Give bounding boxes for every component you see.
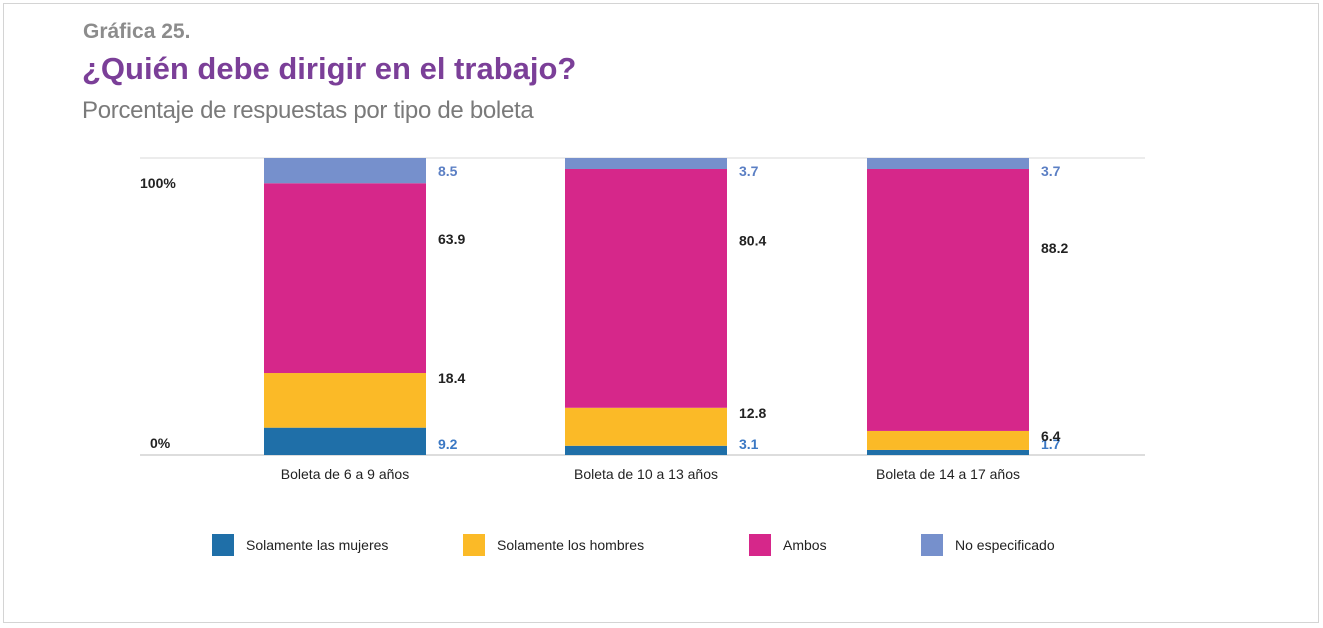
chart-frame bbox=[3, 3, 1319, 623]
bar-segment-2-4 bbox=[565, 158, 727, 169]
data-label-3-3: 88.2 bbox=[1041, 240, 1068, 256]
y-tick-label-max: 100% bbox=[140, 175, 176, 191]
y-tick-label-min: 0% bbox=[150, 435, 171, 451]
data-label-1-2: 18.4 bbox=[438, 370, 465, 386]
legend-item-1: Solamente las mujeres bbox=[212, 530, 388, 560]
data-label-1-3: 63.9 bbox=[438, 231, 465, 247]
legend-label: No especificado bbox=[955, 537, 1055, 553]
bar-segment-1-1 bbox=[264, 427, 426, 455]
legend-swatch bbox=[212, 534, 234, 556]
data-label-3-4: 3.7 bbox=[1041, 163, 1061, 179]
category-label-3: Boleta de 14 a 17 años bbox=[876, 466, 1020, 482]
data-label-2-2: 12.8 bbox=[739, 405, 766, 421]
bar-segment-3-1 bbox=[867, 449, 1029, 455]
legend-item-2: Solamente los hombres bbox=[463, 530, 644, 560]
data-label-2-4: 3.7 bbox=[739, 163, 759, 179]
chart-number: Gráfica 25. bbox=[83, 20, 191, 43]
category-label-1: Boleta de 6 a 9 años bbox=[281, 466, 409, 482]
legend-item-4: No especificado bbox=[921, 530, 1055, 560]
legend-swatch bbox=[921, 534, 943, 556]
bar-segment-2-3 bbox=[565, 168, 727, 408]
legend-swatch bbox=[749, 534, 771, 556]
data-label-3-1: 1.7 bbox=[1041, 436, 1061, 452]
data-label-3-2: 6.4 bbox=[1041, 428, 1061, 444]
legend-label: Solamente los hombres bbox=[497, 537, 645, 553]
data-label-1-1: 9.2 bbox=[438, 436, 458, 452]
chart-title: ¿Quién debe dirigir en el trabajo? bbox=[82, 51, 577, 86]
data-label-2-1: 3.1 bbox=[739, 436, 759, 452]
bar-segment-1-3 bbox=[264, 183, 426, 374]
legend-label: Solamente las mujeres bbox=[246, 537, 389, 553]
data-label-2-3: 80.4 bbox=[739, 232, 766, 248]
data-label-1-4: 8.5 bbox=[438, 163, 458, 179]
bar-segment-2-1 bbox=[565, 445, 727, 455]
bar-segment-3-4 bbox=[867, 158, 1029, 169]
legend-swatch bbox=[463, 534, 485, 556]
category-label-2: Boleta de 10 a 13 años bbox=[574, 466, 718, 482]
bar-segment-1-4 bbox=[264, 158, 426, 184]
bar-segment-1-2 bbox=[264, 373, 426, 428]
bar-segment-2-2 bbox=[565, 407, 727, 446]
legend-item-3: Ambos bbox=[749, 530, 827, 560]
bar-segment-3-3 bbox=[867, 168, 1029, 431]
legend-label: Ambos bbox=[783, 537, 827, 553]
bar-segment-3-2 bbox=[867, 430, 1029, 450]
chart-subtitle: Porcentaje de respuestas por tipo de bol… bbox=[82, 97, 534, 124]
